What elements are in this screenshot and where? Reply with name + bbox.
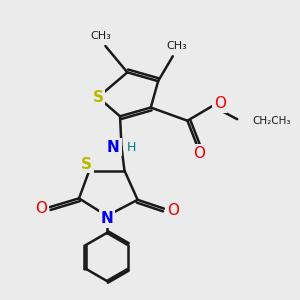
- Text: O: O: [214, 96, 226, 111]
- Text: O: O: [193, 146, 205, 161]
- Text: CH₂CH₃: CH₂CH₃: [252, 116, 290, 126]
- Text: N: N: [100, 211, 113, 226]
- Text: O: O: [167, 202, 179, 217]
- Text: S: S: [93, 90, 104, 105]
- Text: H: H: [127, 141, 136, 154]
- Text: CH₃: CH₃: [167, 41, 188, 51]
- Text: O: O: [35, 201, 47, 216]
- Text: S: S: [81, 157, 92, 172]
- Text: N: N: [107, 140, 120, 154]
- Text: CH₃: CH₃: [91, 31, 111, 41]
